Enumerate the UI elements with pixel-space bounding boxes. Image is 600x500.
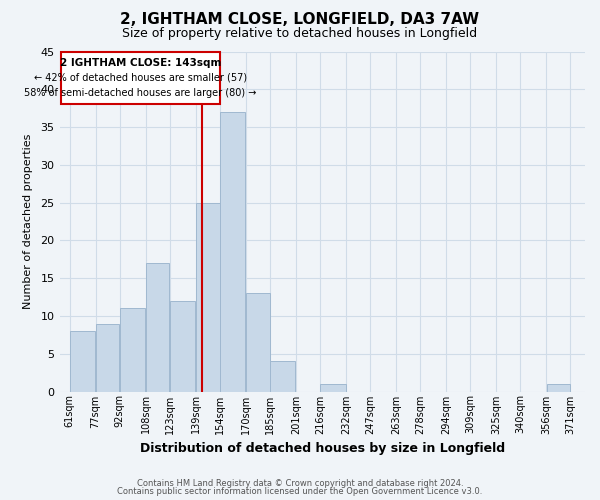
Bar bbox=[246, 294, 269, 392]
Y-axis label: Number of detached properties: Number of detached properties bbox=[23, 134, 34, 309]
Bar bbox=[170, 301, 195, 392]
Bar bbox=[271, 362, 295, 392]
Bar bbox=[146, 263, 169, 392]
Text: 2 IGHTHAM CLOSE: 143sqm: 2 IGHTHAM CLOSE: 143sqm bbox=[59, 58, 221, 68]
FancyBboxPatch shape bbox=[61, 52, 220, 104]
Text: Size of property relative to detached houses in Longfield: Size of property relative to detached ho… bbox=[122, 28, 478, 40]
Text: 58% of semi-detached houses are larger (80) →: 58% of semi-detached houses are larger (… bbox=[24, 88, 257, 98]
Text: Contains public sector information licensed under the Open Government Licence v3: Contains public sector information licen… bbox=[118, 487, 482, 496]
X-axis label: Distribution of detached houses by size in Longfield: Distribution of detached houses by size … bbox=[140, 442, 505, 455]
Bar bbox=[320, 384, 346, 392]
Bar bbox=[96, 324, 119, 392]
Text: 2, IGHTHAM CLOSE, LONGFIELD, DA3 7AW: 2, IGHTHAM CLOSE, LONGFIELD, DA3 7AW bbox=[121, 12, 479, 28]
Bar bbox=[70, 331, 95, 392]
Bar bbox=[196, 202, 220, 392]
Bar bbox=[220, 112, 245, 392]
Text: Contains HM Land Registry data © Crown copyright and database right 2024.: Contains HM Land Registry data © Crown c… bbox=[137, 478, 463, 488]
Bar bbox=[547, 384, 570, 392]
Text: ← 42% of detached houses are smaller (57): ← 42% of detached houses are smaller (57… bbox=[34, 73, 247, 83]
Bar bbox=[120, 308, 145, 392]
